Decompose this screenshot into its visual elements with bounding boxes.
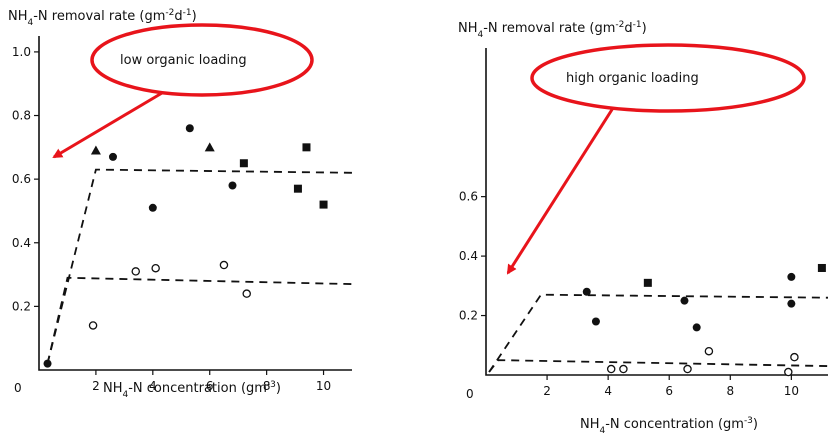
fitted-lines: [488, 293, 829, 373]
point-filled-square: [302, 143, 311, 152]
tick-labels: 2 4 6 8 10 0.2 0.4 0.6: [459, 190, 799, 398]
point-open-circle: [606, 364, 616, 374]
x-tick-label: 4: [604, 384, 612, 398]
x-tick-label: 10: [316, 379, 331, 393]
point-open-circle: [131, 267, 140, 276]
callout-ellipse: [530, 43, 806, 113]
y-tick-label: 0.2: [459, 309, 478, 323]
x-tick-label: 6: [665, 384, 673, 398]
x-tick-label: 4: [149, 379, 157, 393]
fitted-line: [46, 168, 353, 364]
x-tick-label: 2: [543, 384, 551, 398]
y-tick-label: 1.0: [12, 45, 31, 59]
point-filled-circle: [185, 124, 194, 133]
axes: [38, 36, 352, 371]
point-filled-square: [293, 184, 302, 193]
point-open-circle: [784, 367, 793, 377]
point-filled-circle: [43, 359, 52, 368]
point-filled-circle: [108, 152, 117, 161]
tick-marks: [34, 51, 325, 375]
x-axis-label: NH4-N concentration (gm-3): [580, 416, 758, 436]
point-filled-circle: [582, 287, 591, 296]
x-tick-label: 8: [726, 384, 734, 398]
fitted-line: [488, 293, 829, 373]
x-tick-label: 8: [263, 379, 271, 393]
point-filled-circle: [680, 296, 689, 305]
point-filled-circle: [148, 203, 157, 212]
annotation-text: high organic loading: [566, 71, 699, 86]
chart-left: NH4-N removal rate (gm-2d-1) 2 4 6 8 10 0.2 0.…: [8, 8, 353, 400]
point-filled-square: [643, 278, 652, 287]
data-points: [582, 263, 826, 377]
point-open-circle: [704, 346, 714, 356]
fitted-lines: [46, 168, 353, 364]
callout-arrow: [52, 91, 163, 159]
point-open-circle: [242, 289, 251, 298]
y-tick-label: 0.4: [459, 249, 478, 263]
point-filled-square: [817, 263, 826, 272]
point-filled-circle: [692, 323, 701, 332]
fitted-line: [488, 359, 829, 373]
x-axis-label: NH4-N concentration (gm-3): [103, 380, 281, 400]
point-open-circle: [88, 321, 98, 330]
point-open-circle: [219, 260, 229, 270]
y-tick-label: 0.6: [459, 190, 478, 204]
point-filled-square: [319, 200, 328, 209]
point-open-circle: [619, 364, 628, 374]
y-tick-label: 0.4: [12, 236, 31, 250]
y-axis-label: NH4-N removal rate (gm-2d-1): [458, 20, 647, 40]
x-tick-label: 6: [206, 379, 214, 393]
tick-labels: 2 4 6 8 10 0.2 0.4 0.6 0.8 1.0: [12, 45, 331, 393]
callout-ellipse: [90, 23, 314, 97]
origin-label: 0: [466, 387, 474, 401]
x-tick-label: 2: [92, 379, 100, 393]
point-filled-triangle: [90, 145, 101, 155]
point-open-circle: [151, 263, 160, 273]
point-filled-circle: [228, 181, 237, 190]
data-points: [43, 124, 328, 368]
y-tick-label: 0.8: [12, 109, 31, 123]
chart-right: NH4-N removal rate (gm-2d-1) 2 4 6 8 10 0.2 0.…: [458, 20, 829, 436]
fitted-line: [46, 276, 353, 364]
y-tick-label: 0.6: [12, 172, 31, 186]
point-filled-circle: [591, 317, 600, 326]
y-tick-label: 0.2: [12, 299, 31, 313]
x-tick-label: 10: [784, 384, 799, 398]
point-filled-circle: [787, 272, 796, 281]
point-filled-circle: [787, 299, 796, 308]
point-open-circle: [683, 364, 692, 374]
point-filled-square: [239, 159, 248, 168]
axes: [485, 48, 828, 376]
tick-marks: [481, 196, 792, 380]
origin-label: 0: [14, 381, 22, 395]
annotation-text: low organic loading: [120, 53, 247, 68]
point-filled-triangle: [204, 142, 215, 152]
y-axis-label: NH4-N removal rate (gm-2d-1): [8, 8, 197, 28]
callout-arrow: [506, 107, 615, 275]
point-open-circle: [790, 352, 799, 362]
